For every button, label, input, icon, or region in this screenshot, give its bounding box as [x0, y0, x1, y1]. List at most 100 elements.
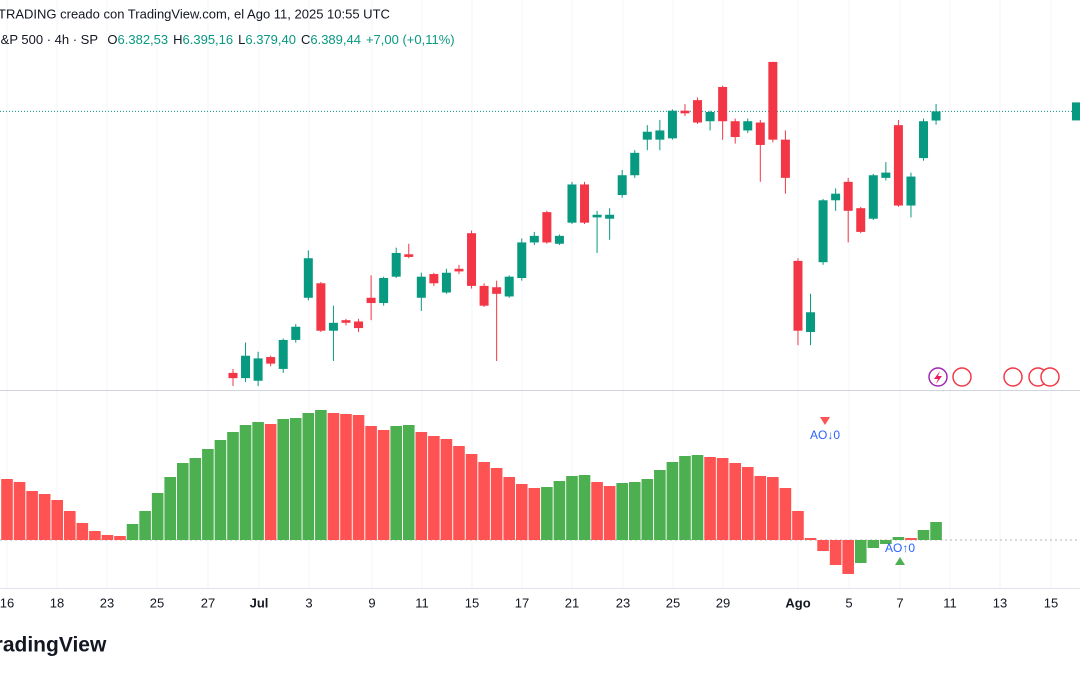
- ao-bar: [804, 538, 817, 540]
- candle-body: [755, 122, 765, 145]
- ao-bar: [616, 483, 628, 540]
- ao-bar: [528, 488, 541, 540]
- candle-body: [303, 258, 313, 298]
- ao-bar: [779, 488, 792, 540]
- ao-bar: [189, 458, 202, 540]
- ao-bar: [289, 418, 302, 540]
- time-label: 13: [993, 595, 1007, 610]
- time-label: 23: [616, 595, 630, 610]
- ao-bar: [905, 538, 917, 540]
- ohlc-value: 6.389,44: [310, 32, 361, 47]
- candle-body: [617, 175, 627, 195]
- ao-bar: [51, 500, 64, 540]
- ao-bar: [553, 481, 566, 540]
- candle-body: [492, 287, 502, 294]
- ao-bar: [13, 482, 26, 540]
- candle-body: [241, 355, 251, 379]
- candle-body: [919, 121, 929, 159]
- ao-bar: [603, 486, 616, 540]
- ao-bar: [164, 477, 177, 540]
- ao-bar: [415, 432, 428, 540]
- ohlc-key: H: [173, 32, 182, 47]
- candle-body: [630, 152, 640, 176]
- ao-bar: [139, 511, 151, 540]
- last-price-tag: [1072, 102, 1080, 121]
- ao-bar: [666, 462, 679, 540]
- ao-bar: [76, 523, 89, 540]
- candle-body: [379, 278, 389, 304]
- oscillator: AO↓0 AO↑0: [0, 410, 1080, 574]
- ao-bar: [402, 425, 415, 540]
- candle-body: [680, 110, 690, 114]
- ohlc-value: 6.379,40: [245, 32, 296, 47]
- candle-body: [416, 276, 426, 298]
- flag-icon[interactable]: [1040, 367, 1060, 387]
- candle-body: [592, 214, 602, 218]
- ao-bar: [892, 537, 905, 540]
- ao-bar: [126, 524, 139, 540]
- candle-body: [881, 172, 891, 178]
- ao-bar: [767, 477, 779, 540]
- ohlc-key: L: [238, 32, 245, 47]
- event-icon-glyph: [934, 371, 942, 384]
- ao-bar: [63, 511, 76, 540]
- time-label: 15: [465, 595, 479, 610]
- ao-bar: [654, 470, 666, 540]
- ao-bar: [101, 535, 114, 540]
- ao-bar: [741, 467, 754, 540]
- time-axis: 16 18 23 25 27 Jul 3 9 11 15 17 21 23 25 29 Ago 5 7 11 13 15: [0, 595, 1058, 610]
- candle-body: [906, 176, 916, 206]
- candle-body: [843, 181, 853, 211]
- candle-body: [454, 268, 464, 272]
- candle-body: [404, 254, 414, 257]
- ao-bar: [842, 540, 854, 574]
- candle-body: [567, 184, 577, 223]
- ao-bar: [176, 463, 189, 540]
- candle-body: [868, 175, 878, 219]
- ao-bar: [302, 413, 315, 540]
- ao-bar: [515, 484, 528, 540]
- candle-body: [818, 200, 828, 263]
- time-label: 15: [1044, 595, 1058, 610]
- candle-body: [316, 283, 326, 331]
- ao-bar: [1, 479, 13, 540]
- time-label: 11: [943, 595, 957, 610]
- ao-bar: [465, 454, 478, 540]
- ao-bar: [340, 414, 352, 540]
- ao-bar: [704, 457, 716, 540]
- candle-body: [266, 357, 276, 364]
- flag-icon[interactable]: [1003, 367, 1023, 387]
- ao-bar: [214, 440, 227, 540]
- candle-body: [831, 193, 841, 201]
- ohlc-key: C: [301, 32, 310, 47]
- ao-bar: [202, 449, 214, 540]
- signal-marker: [820, 417, 830, 425]
- candle-body: [278, 339, 288, 369]
- ao-bar: [264, 424, 277, 540]
- ao-bar: [867, 540, 880, 548]
- flag-icon[interactable]: [952, 367, 972, 387]
- time-label: 17: [515, 595, 529, 610]
- candle-body: [479, 285, 489, 306]
- ao-bar: [679, 456, 691, 540]
- ao-bar: [930, 522, 942, 540]
- time-label: 27: [201, 595, 215, 610]
- signal-marker: [895, 557, 905, 565]
- ao-bar: [503, 477, 515, 540]
- signal-label: AO↓0: [810, 428, 840, 442]
- ao-bar: [541, 487, 553, 540]
- candle-body: [253, 358, 263, 381]
- time-label: 5: [845, 595, 852, 610]
- ao-bar: [114, 536, 126, 540]
- ohlc-value: 6.395,16: [183, 32, 234, 47]
- candle-body: [931, 111, 941, 121]
- flag-icons: [952, 367, 1060, 387]
- candle-body: [354, 321, 364, 329]
- time-label: 23: [100, 595, 114, 610]
- candles: [0, 61, 1080, 387]
- signal-label: AO↑0: [885, 541, 915, 555]
- ohlc-key: O: [107, 32, 117, 47]
- ao-bar: [38, 494, 51, 540]
- candle-body: [441, 272, 451, 293]
